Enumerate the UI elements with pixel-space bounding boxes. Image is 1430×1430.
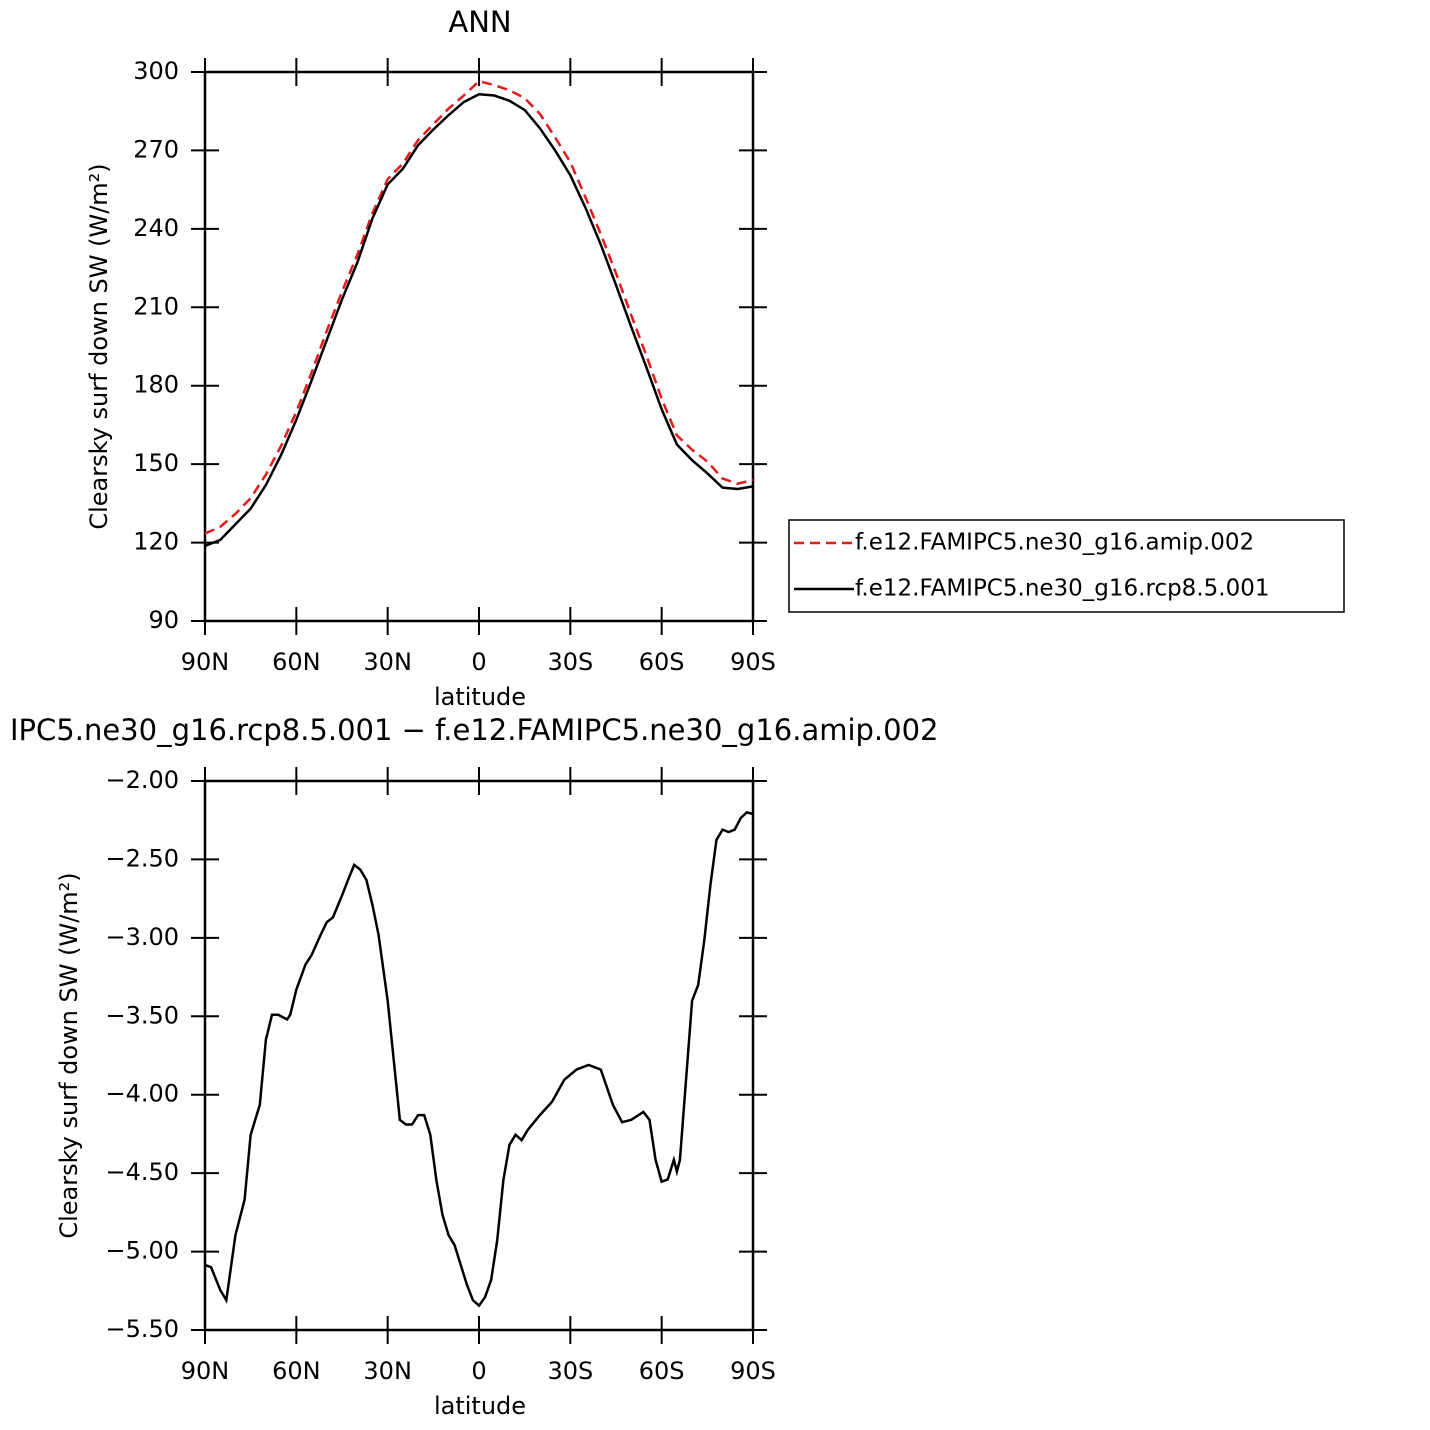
y-tick-label: −5.50 — [105, 1315, 179, 1343]
y-tick-label: −5.00 — [105, 1237, 179, 1265]
line — [204, 810, 754, 1308]
chart-title: ANN — [448, 5, 511, 39]
y-tick-label: −4.00 — [105, 1080, 179, 1108]
line — [204, 79, 754, 535]
x-tick-label: 60S — [639, 1357, 685, 1385]
legend-box — [788, 519, 1345, 613]
plot-frame — [203, 779, 755, 1332]
y-tick-label: 150 — [133, 449, 179, 477]
x-tick-label: 30N — [363, 1357, 412, 1385]
x-axis-title: latitude — [434, 1392, 526, 1420]
y-tick-label: −4.50 — [105, 1158, 179, 1186]
y-axis-title: Clearsky surf down SW (W/m²) — [55, 872, 83, 1238]
x-tick-label: 60S — [639, 648, 685, 676]
x-tick-label: 30N — [363, 648, 412, 676]
y-tick-label: 270 — [133, 135, 179, 163]
x-tick-label: 60N — [272, 1357, 321, 1385]
y-tick-label: −2.50 — [105, 844, 179, 872]
x-tick-label: 0 — [471, 1357, 486, 1385]
chart-title: IPC5.ne30_g16.rcp8.5.001 − f.e12.FAMIPC5… — [10, 713, 939, 747]
x-tick-label: 30S — [547, 1357, 593, 1385]
x-tick-label: 0 — [471, 648, 486, 676]
y-tick-label: 240 — [133, 214, 179, 242]
y-tick-label: 90 — [148, 606, 179, 634]
x-tick-label: 30S — [547, 648, 593, 676]
x-tick-label: 90S — [730, 648, 776, 676]
y-tick-label: 180 — [133, 371, 179, 399]
x-tick-label: 90N — [181, 648, 230, 676]
y-tick-label: −3.50 — [105, 1001, 179, 1029]
y-tick-label: 210 — [133, 292, 179, 320]
y-tick-label: 120 — [133, 528, 179, 556]
y-tick-label: −3.00 — [105, 923, 179, 951]
y-tick-label: −2.00 — [105, 766, 179, 794]
plot-frame — [203, 70, 755, 623]
x-tick-label: 60N — [272, 648, 321, 676]
x-axis-title: latitude — [434, 683, 526, 711]
y-axis-title: Clearsky surf down SW (W/m²) — [85, 163, 113, 529]
legend-label: f.e12.FAMIPC5.ne30_g16.amip.002 — [855, 530, 1254, 556]
y-tick-label: 300 — [133, 57, 179, 85]
x-tick-label: 90S — [730, 1357, 776, 1385]
line — [204, 92, 754, 548]
legend-label: f.e12.FAMIPC5.ne30_g16.rcp8.5.001 — [855, 576, 1269, 602]
x-tick-label: 90N — [181, 1357, 230, 1385]
